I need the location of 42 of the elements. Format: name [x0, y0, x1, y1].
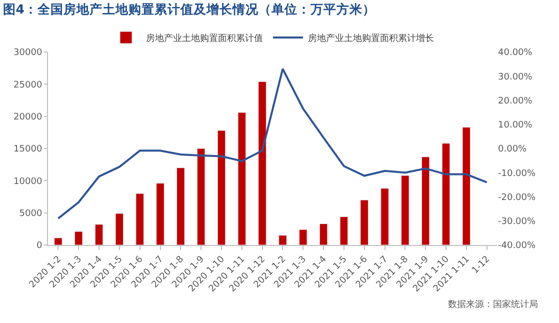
y2-tick-label: -10.00% [498, 168, 536, 179]
bar [278, 235, 287, 245]
y-tick-label: 20000 [14, 112, 42, 122]
y2-tick-label: 0.00% [498, 144, 528, 155]
y2-tick-label: 10.00% [498, 120, 533, 131]
y-tick-label: 25000 [14, 80, 42, 90]
bar [442, 143, 450, 245]
line-series [57, 68, 488, 220]
bar [196, 148, 206, 245]
y2-tick-label: 40.00% [498, 48, 533, 58]
bar [298, 229, 308, 245]
bar [136, 193, 144, 245]
bar [258, 81, 266, 245]
y2-tick-label: 20.00% [498, 96, 533, 106]
bar [462, 127, 471, 245]
bar [74, 231, 83, 245]
bar [360, 200, 368, 245]
source-note: 数据来源：国家统计局 [448, 299, 538, 310]
bar [217, 130, 226, 245]
bar [115, 213, 124, 245]
legend-label: 房地产业土地购置面积累计值 [146, 33, 263, 44]
bar [176, 168, 185, 245]
bar [340, 216, 348, 245]
bar [421, 156, 430, 245]
y-tick-label: 5000 [19, 208, 42, 219]
bar [156, 182, 164, 245]
bar [94, 224, 104, 245]
y2-tick-label: -30.00% [498, 217, 536, 228]
chart-title: 图4：全国房地产土地购置累计值及增长情况（单位：万平方米） [2, 2, 376, 17]
bar [319, 224, 328, 245]
bar [238, 112, 246, 245]
y2-tick-label: -40.00% [498, 241, 536, 252]
y-tick-label: 0 [36, 241, 42, 252]
bar [380, 188, 389, 245]
y2-tick-label: 30.00% [498, 72, 533, 82]
y-tick-label: 30000 [14, 48, 42, 58]
y2-tick-label: -20.00% [498, 192, 536, 203]
bar [54, 238, 62, 245]
legend-label: 房地产业土地购置面积累计增长 [308, 33, 434, 44]
y-tick-label: 15000 [14, 144, 42, 155]
y-tick-label: 10000 [14, 176, 42, 187]
bar [401, 175, 410, 245]
